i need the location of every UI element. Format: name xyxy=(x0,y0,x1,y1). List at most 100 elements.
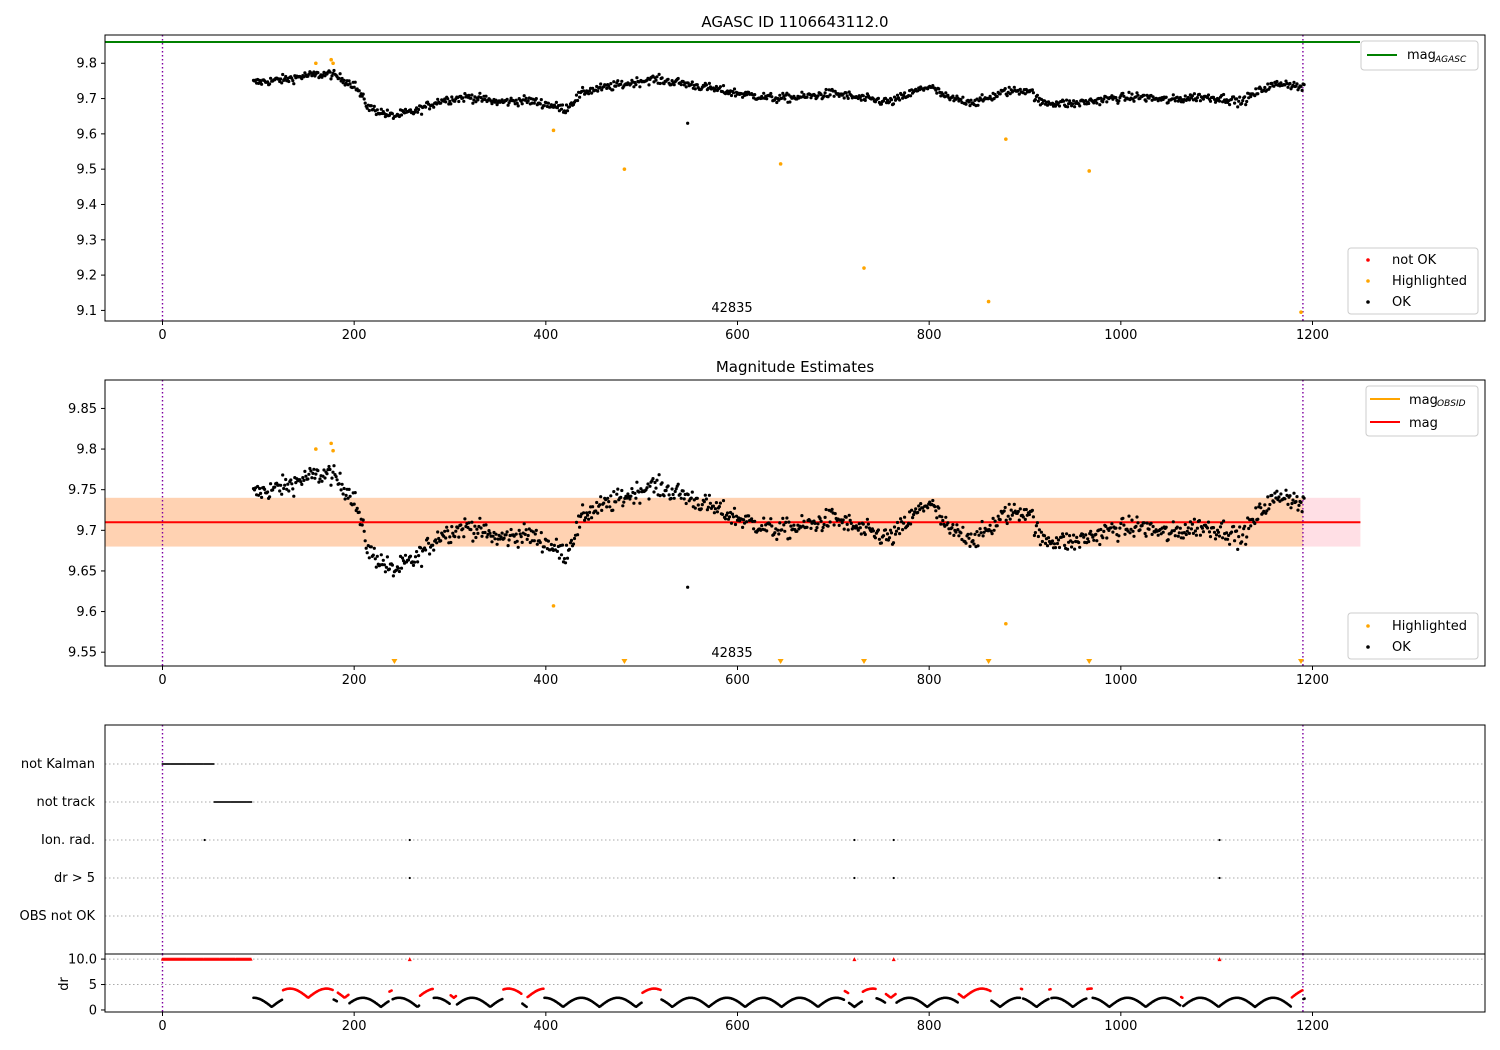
ok-point xyxy=(287,79,291,84)
ok-point xyxy=(919,502,923,506)
ok-point xyxy=(463,517,467,521)
ok-point xyxy=(1286,85,1290,89)
ok-point xyxy=(1214,533,1219,537)
ok-point xyxy=(995,94,999,99)
ok-point xyxy=(762,91,766,95)
ok-point xyxy=(367,556,371,560)
ok-point xyxy=(686,493,690,497)
ok-point xyxy=(488,531,492,535)
ok-point xyxy=(849,521,853,526)
x-tick-label: 1200 xyxy=(1296,673,1329,688)
ok-point xyxy=(657,473,661,477)
ok-point xyxy=(362,529,366,533)
ok-point xyxy=(689,496,693,500)
ok-point xyxy=(1195,526,1199,530)
ok-point xyxy=(883,528,888,532)
ok-point xyxy=(263,487,267,491)
ok-point xyxy=(412,110,417,114)
ok-point xyxy=(328,467,332,472)
ok-point xyxy=(563,111,568,115)
x-tick-label: 0 xyxy=(158,328,166,343)
ok-point xyxy=(463,92,467,96)
x-tick-label: 800 xyxy=(917,1019,942,1034)
ok-point xyxy=(332,464,336,468)
agasc-panel-obsid-label: 42835 xyxy=(711,301,752,316)
ok-point xyxy=(1166,538,1170,542)
ok-point xyxy=(606,496,610,500)
ok-point xyxy=(646,482,650,486)
dr-point-ok xyxy=(280,998,284,1002)
ok-point xyxy=(619,82,623,86)
ok-point xyxy=(903,515,907,519)
ok-point xyxy=(337,482,341,486)
ok-point xyxy=(332,68,336,73)
ok-point xyxy=(1086,537,1090,541)
ok-point xyxy=(327,464,331,469)
dr-axis-label: dr xyxy=(57,977,72,991)
ok-point xyxy=(989,529,993,533)
ok-point xyxy=(1040,539,1044,544)
y-tick-label: 9.8 xyxy=(76,443,97,458)
ok-point xyxy=(1056,538,1061,542)
ok-point xyxy=(1017,518,1021,522)
ok-point xyxy=(1262,509,1266,513)
ok-point xyxy=(769,91,773,96)
ok-point xyxy=(1193,529,1197,533)
ok-point xyxy=(578,525,582,529)
ok-point xyxy=(457,99,461,104)
ok-point xyxy=(1117,99,1121,103)
off-scale-marker xyxy=(985,659,992,664)
ok-point xyxy=(444,100,448,104)
y-tick-label: 9.1 xyxy=(76,304,97,319)
ok-point xyxy=(966,532,970,537)
ok-point xyxy=(1194,99,1198,103)
ok-point xyxy=(607,500,611,504)
ok-point xyxy=(634,496,638,500)
ok-point xyxy=(816,94,820,98)
off-scale-marker xyxy=(1086,659,1093,664)
ok-point xyxy=(512,534,516,538)
ok-point xyxy=(408,108,413,112)
ok-point xyxy=(805,95,809,99)
ok-point xyxy=(1266,495,1270,499)
ok-point xyxy=(899,517,903,521)
ok-point xyxy=(432,105,436,109)
ok-point xyxy=(1118,526,1122,530)
ok-point xyxy=(684,501,688,506)
ok-point xyxy=(494,98,498,102)
ok-point xyxy=(1237,99,1241,103)
ok-point xyxy=(505,97,509,101)
ok-point xyxy=(998,518,1002,522)
ok-point xyxy=(633,491,637,495)
ok-point xyxy=(451,531,455,535)
ok-point xyxy=(653,480,657,485)
ok-point xyxy=(434,538,438,542)
ok-point xyxy=(1291,498,1295,502)
ok-point xyxy=(369,104,373,108)
ok-point xyxy=(517,528,521,533)
ok-point xyxy=(886,538,891,542)
ok-point xyxy=(703,493,707,497)
ok-point xyxy=(1189,527,1193,531)
ok-point xyxy=(516,104,520,108)
ok-point xyxy=(950,526,954,530)
ok-point xyxy=(1037,528,1041,532)
ok-point xyxy=(1057,545,1062,550)
legend-subscript-obsid: OBSID xyxy=(1437,399,1466,409)
ok-point xyxy=(490,540,494,544)
ok-point xyxy=(819,519,823,523)
y-tick-label: 0 xyxy=(89,1003,97,1018)
flag-point-dr-gt-5 xyxy=(892,876,895,880)
ok-point xyxy=(634,83,638,87)
ok-point xyxy=(363,101,367,105)
ok-point xyxy=(846,96,850,100)
ok-point xyxy=(1161,530,1165,534)
ok-point xyxy=(1046,536,1051,540)
ok-point xyxy=(312,70,316,74)
ok-point xyxy=(1142,521,1146,525)
legend-label-ok: OK xyxy=(1392,640,1411,655)
dr-point-ok xyxy=(501,997,504,1001)
ok-point xyxy=(818,516,822,521)
ok-point xyxy=(1065,532,1069,536)
ok-point xyxy=(1098,103,1102,107)
